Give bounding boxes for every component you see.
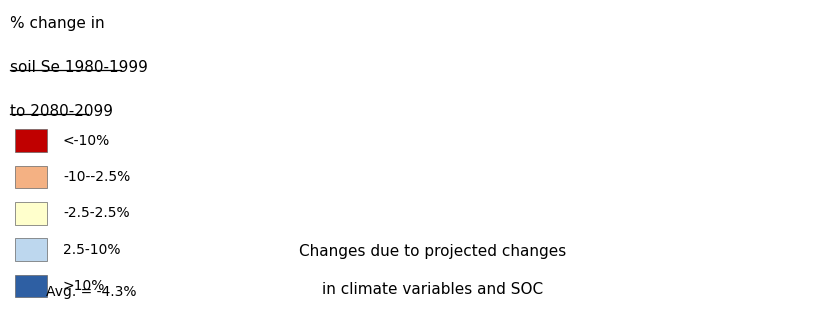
Text: -10--2.5%: -10--2.5%: [63, 170, 130, 184]
Bar: [15, 129, 47, 152]
Text: Avg. = -4.3%: Avg. = -4.3%: [46, 285, 137, 299]
Text: soil Se 1980-1999: soil Se 1980-1999: [10, 60, 148, 75]
Text: >10%: >10%: [63, 279, 105, 293]
Text: Changes due to projected changes: Changes due to projected changes: [299, 244, 566, 259]
Text: in climate variables and SOC: in climate variables and SOC: [322, 282, 543, 297]
Bar: [15, 202, 47, 225]
Bar: [0, 0, 189, 316]
Text: % change in: % change in: [10, 16, 105, 31]
Text: <-10%: <-10%: [63, 134, 110, 148]
Text: to 2080-2099: to 2080-2099: [10, 104, 113, 119]
Bar: [15, 166, 47, 188]
Text: -2.5-2.5%: -2.5-2.5%: [63, 206, 129, 220]
Bar: [15, 238, 47, 261]
Bar: [15, 275, 47, 297]
Text: 2.5-10%: 2.5-10%: [63, 243, 120, 257]
